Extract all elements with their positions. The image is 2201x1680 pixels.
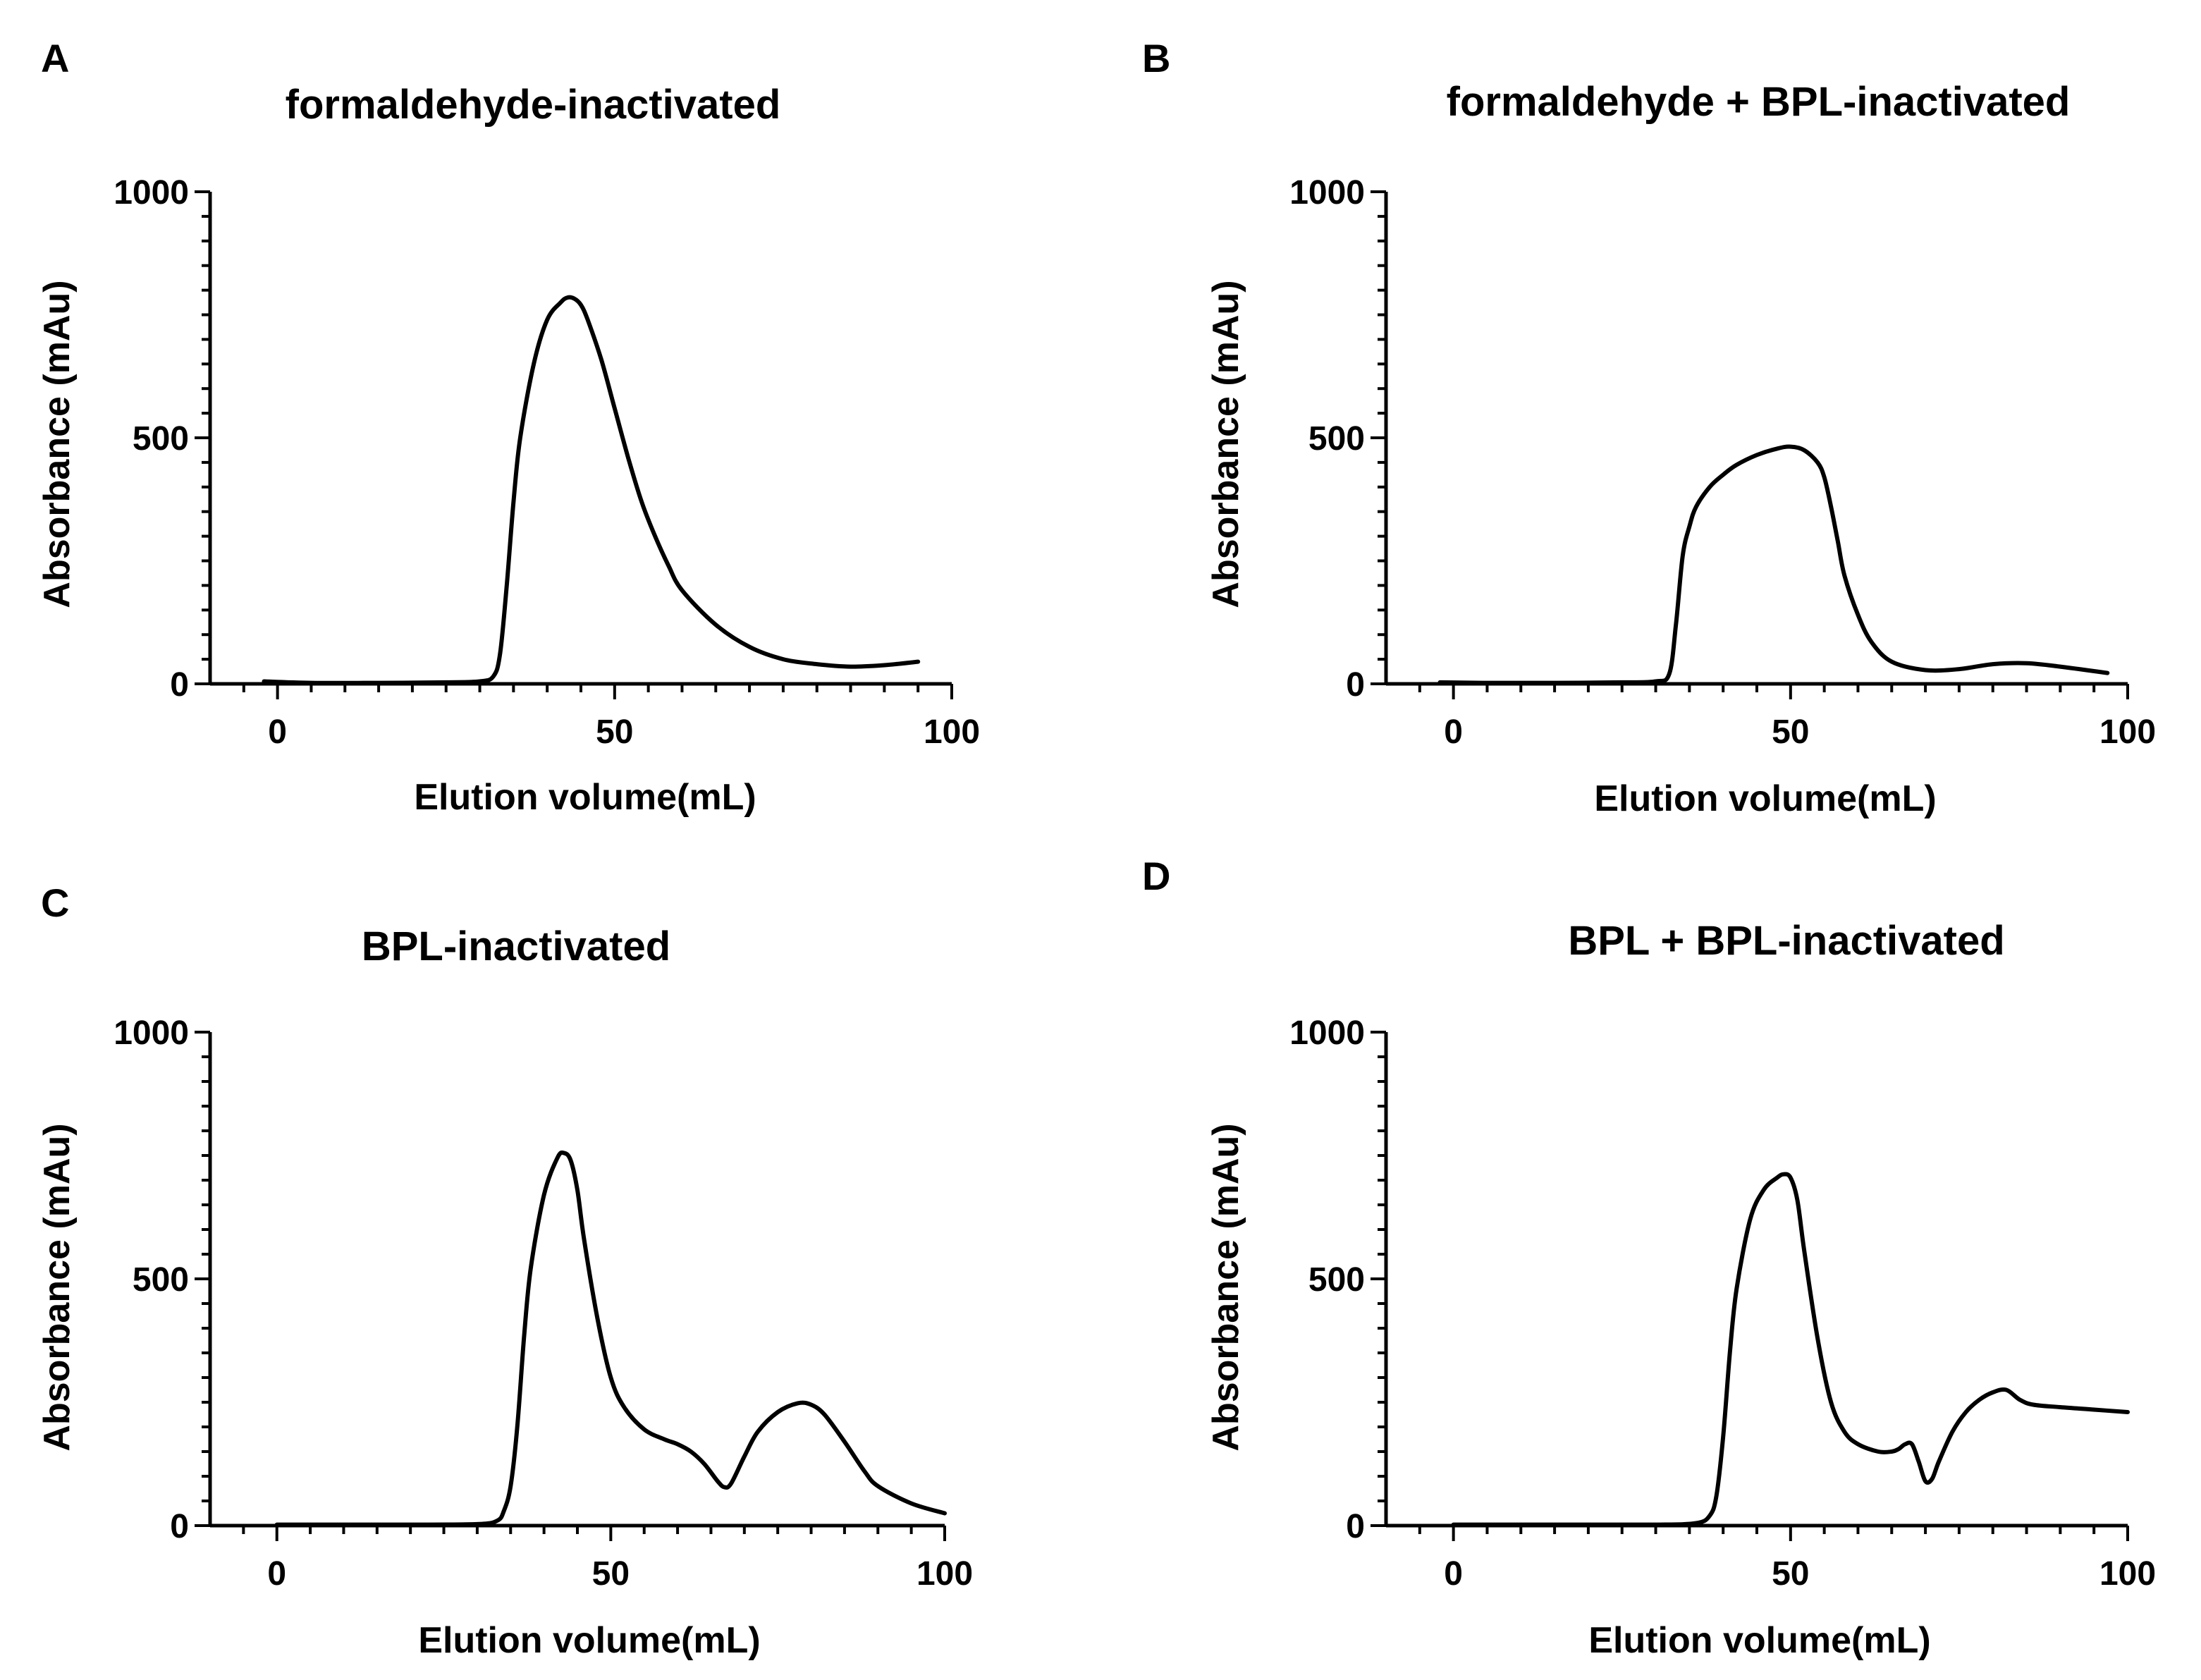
y-tick-label: 500 (1308, 420, 1365, 458)
y-tick-label: 1000 (1289, 174, 1365, 211)
y-axis-title: Absorbance (mAu) (37, 1123, 78, 1451)
panel-label-c: C (41, 881, 69, 925)
y-tick-label: 0 (170, 666, 189, 704)
x-tick-label: 100 (2099, 1555, 2156, 1593)
series-line-c (274, 1150, 947, 1527)
x-tick-label: 0 (267, 1555, 286, 1593)
panel-b: B formaldehyde + BPL-inactivated Absorba… (1142, 36, 2156, 819)
panel-d: D BPL + BPL-inactivated Absorbance (mAu)… (1142, 854, 2156, 1661)
x-tick-label: 50 (1772, 713, 1809, 751)
panel-label-a: A (41, 36, 69, 80)
axes-d: 0 500 1000 0 50 100 (1289, 1014, 2156, 1593)
x-tick-label: 0 (1444, 1555, 1463, 1593)
x-axis-title: Elution volume(mL) (418, 1620, 760, 1661)
x-axis-title: Elution volume(mL) (1588, 1620, 1930, 1661)
x-tick-label: 50 (1772, 1555, 1809, 1593)
x-tick-label: 100 (924, 713, 980, 751)
panel-label-b: B (1142, 36, 1170, 80)
x-axis-title: Elution volume(mL) (414, 777, 756, 818)
panel-c: C BPL-inactivated Absorbance (mAu) Eluti… (37, 881, 973, 1661)
panel-a: A formaldehyde-inactivated Absorbance (m… (37, 36, 980, 818)
axes-c: 0 500 1000 0 50 100 (114, 1014, 973, 1593)
x-tick-label: 100 (2099, 713, 2156, 751)
y-tick-label: 1000 (114, 174, 189, 211)
series-line-d (1451, 1172, 2130, 1527)
x-tick-label: 50 (596, 713, 633, 751)
y-tick-label: 500 (133, 1261, 189, 1299)
x-tick-label: 100 (916, 1555, 973, 1593)
axes-b: 0 500 1000 0 50 100 (1289, 174, 2156, 751)
y-axis-title: Absorbance (mAu) (37, 280, 78, 608)
series-line-a (262, 295, 921, 685)
axes-a: 0 500 1000 0 50 100 (114, 174, 980, 751)
series-line-b (1437, 444, 2110, 685)
x-tick-label: 0 (268, 713, 287, 751)
chart-title: BPL-inactivated (362, 924, 670, 969)
panel-label-d: D (1142, 854, 1170, 898)
chart-title: formaldehyde + BPL-inactivated (1447, 79, 2071, 125)
y-axis-title: Absorbance (mAu) (1206, 280, 1246, 608)
x-axis-title: Elution volume(mL) (1594, 778, 1936, 819)
x-tick-label: 50 (592, 1555, 630, 1593)
y-axis-title: Absorbance (mAu) (1206, 1123, 1246, 1451)
y-tick-label: 500 (1308, 1261, 1365, 1299)
y-tick-label: 0 (170, 1508, 189, 1545)
y-tick-label: 0 (1346, 1508, 1365, 1545)
chart-title: formaldehyde-inactivated (286, 82, 781, 128)
x-tick-label: 0 (1444, 713, 1463, 751)
chart-title: BPL + BPL-inactivated (1568, 918, 2004, 964)
y-tick-label: 1000 (1289, 1014, 1365, 1052)
y-tick-label: 500 (133, 420, 189, 458)
y-tick-label: 1000 (114, 1014, 189, 1052)
y-tick-label: 0 (1346, 666, 1365, 704)
